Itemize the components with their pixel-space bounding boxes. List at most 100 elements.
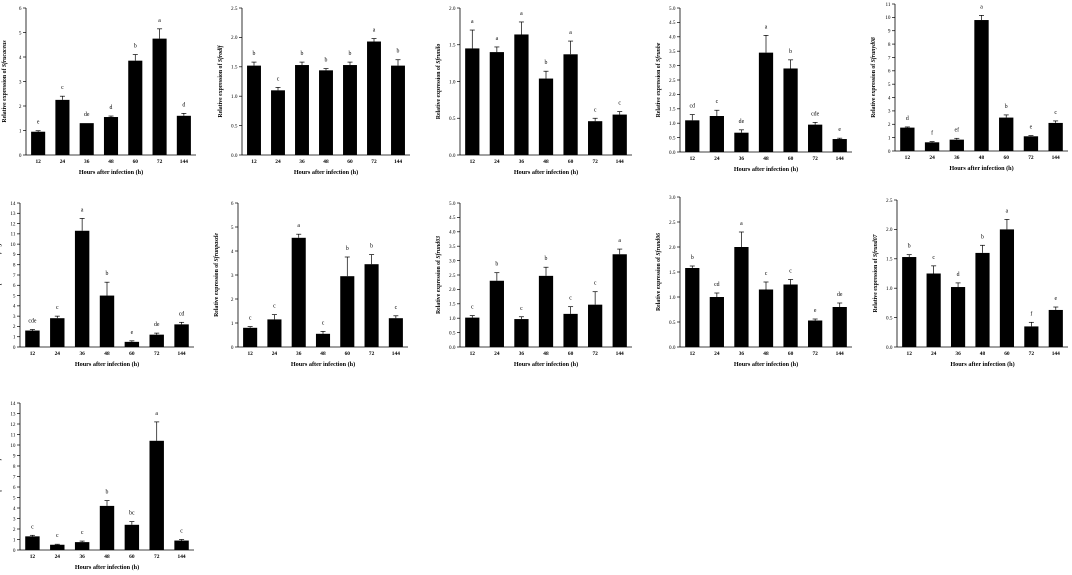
- significance-letter: a: [81, 207, 84, 213]
- bar: [99, 295, 115, 347]
- significance-letter: b: [495, 262, 498, 268]
- y-tick-label: 2.5: [669, 220, 676, 226]
- x-tick-label: 36: [79, 554, 85, 560]
- significance-letter: c: [395, 305, 398, 311]
- x-tick-label: 72: [371, 159, 377, 165]
- y-tick-label: 12: [10, 221, 16, 227]
- significance-letter: cde: [28, 319, 36, 325]
- x-tick-label: 24: [494, 351, 500, 357]
- significance-letter: ef: [955, 126, 960, 133]
- y-tick-label: 0.5: [449, 116, 456, 122]
- bar: [367, 41, 381, 155]
- significance-letter: a: [765, 24, 768, 30]
- significance-letter: c: [56, 305, 59, 311]
- y-tick-label: 2.0: [231, 35, 238, 41]
- y-tick-label: 1: [231, 321, 234, 327]
- y-tick-label: 5.0: [449, 201, 456, 207]
- y-tick-label: 11: [886, 2, 891, 8]
- x-axis-title: Hours after infection (h): [75, 361, 139, 368]
- y-tick-label: 1.0: [669, 121, 676, 127]
- x-tick-label: 60: [1004, 351, 1010, 357]
- bar: [315, 333, 331, 347]
- y-axis-title-gene: Sfrunyd08: [871, 37, 877, 62]
- x-axis-title: Hours after infection (h): [734, 166, 798, 173]
- y-tick-label: 0.5: [231, 123, 238, 129]
- y-tick-label: 10: [10, 443, 16, 449]
- y-tick-label: 10: [885, 15, 891, 21]
- panel-5: 01234567891011d12f24ef36a48b60e72c144Hou…: [871, 2, 1068, 172]
- bar: [974, 20, 989, 152]
- x-axis-title: Hours after infection (h): [291, 361, 355, 368]
- significance-letter: c: [594, 281, 597, 287]
- y-tick-label: 2.0: [669, 245, 676, 251]
- y-tick-label: 5: [13, 495, 16, 501]
- x-tick-label: 144: [616, 159, 624, 165]
- y-tick-label: 1.5: [231, 65, 238, 71]
- significance-letter: a: [496, 36, 499, 42]
- bar: [174, 324, 189, 347]
- significance-letter: c: [569, 296, 572, 302]
- x-tick-label: 12: [470, 351, 476, 357]
- significance-letter: a: [740, 221, 743, 227]
- significance-letter: b: [545, 256, 548, 262]
- bar: [243, 327, 258, 347]
- bar: [709, 297, 724, 347]
- bar: [924, 142, 940, 151]
- y-tick-label: 0.0: [669, 345, 676, 351]
- y-tick-label: 2: [19, 104, 22, 110]
- panel-3: 0.0 0.5 1.0 1.5 2.0 a 12 a 24 a 36 b 48 a 60 c 72 c 144 Hou…: [436, 6, 632, 176]
- significance-letter: c: [61, 85, 64, 91]
- y-tick-label: 3: [231, 273, 234, 279]
- significance-letter: c: [273, 304, 276, 310]
- bar: [128, 60, 143, 155]
- bar: [295, 65, 309, 155]
- significance-letter: cd: [690, 104, 696, 110]
- bar: [25, 536, 40, 550]
- x-tick-label: 72: [157, 159, 163, 165]
- significance-letter: de: [154, 322, 160, 328]
- y-tick-label: 1.5: [449, 302, 456, 308]
- significance-letter: c: [618, 101, 621, 107]
- significance-letter: e: [838, 127, 841, 133]
- y-tick-label: 4.0: [669, 35, 676, 41]
- x-tick-label: 60: [568, 159, 574, 165]
- y-tick-label: 10: [10, 242, 16, 248]
- y-tick-label: 9: [13, 453, 16, 459]
- significance-letter: b: [349, 51, 352, 57]
- y-axis-title-prefix: Relative expression of: [0, 463, 2, 518]
- x-tick-label: 144: [1052, 155, 1060, 161]
- x-tick-label: 36: [296, 351, 302, 357]
- y-tick-label: 5: [888, 82, 891, 88]
- y-tick-label: 4: [231, 249, 234, 255]
- significance-letter: bc: [129, 511, 135, 517]
- x-tick-label: 12: [30, 554, 36, 560]
- x-tick-label: 72: [812, 351, 818, 357]
- bar: [588, 121, 603, 155]
- x-tick-label: 12: [907, 351, 913, 357]
- y-tick-label: 3.0: [669, 195, 676, 201]
- bar: [247, 65, 261, 155]
- bar: [99, 505, 115, 550]
- bar: [55, 99, 70, 155]
- x-tick-label: 36: [519, 351, 525, 357]
- y-tick-label: 7: [888, 55, 891, 61]
- bar: [900, 127, 915, 151]
- significance-letter: b: [106, 271, 109, 277]
- y-axis-title: Relative expression of Sfrund07: [873, 233, 879, 312]
- significance-letter: e: [1054, 296, 1057, 302]
- bar: [685, 268, 700, 347]
- bar: [588, 304, 603, 347]
- x-tick-label: 12: [905, 155, 911, 161]
- bar: [514, 34, 529, 155]
- x-tick-label: 144: [178, 351, 186, 357]
- x-tick-label: 48: [763, 156, 769, 162]
- x-tick-label: 48: [763, 351, 769, 357]
- bar: [538, 78, 554, 155]
- y-axis-title-gene: Sfrugell: [0, 237, 2, 257]
- bar: [174, 540, 189, 550]
- significance-letter: a: [155, 411, 158, 417]
- bar: [685, 120, 700, 152]
- significance-letter: f: [931, 130, 933, 137]
